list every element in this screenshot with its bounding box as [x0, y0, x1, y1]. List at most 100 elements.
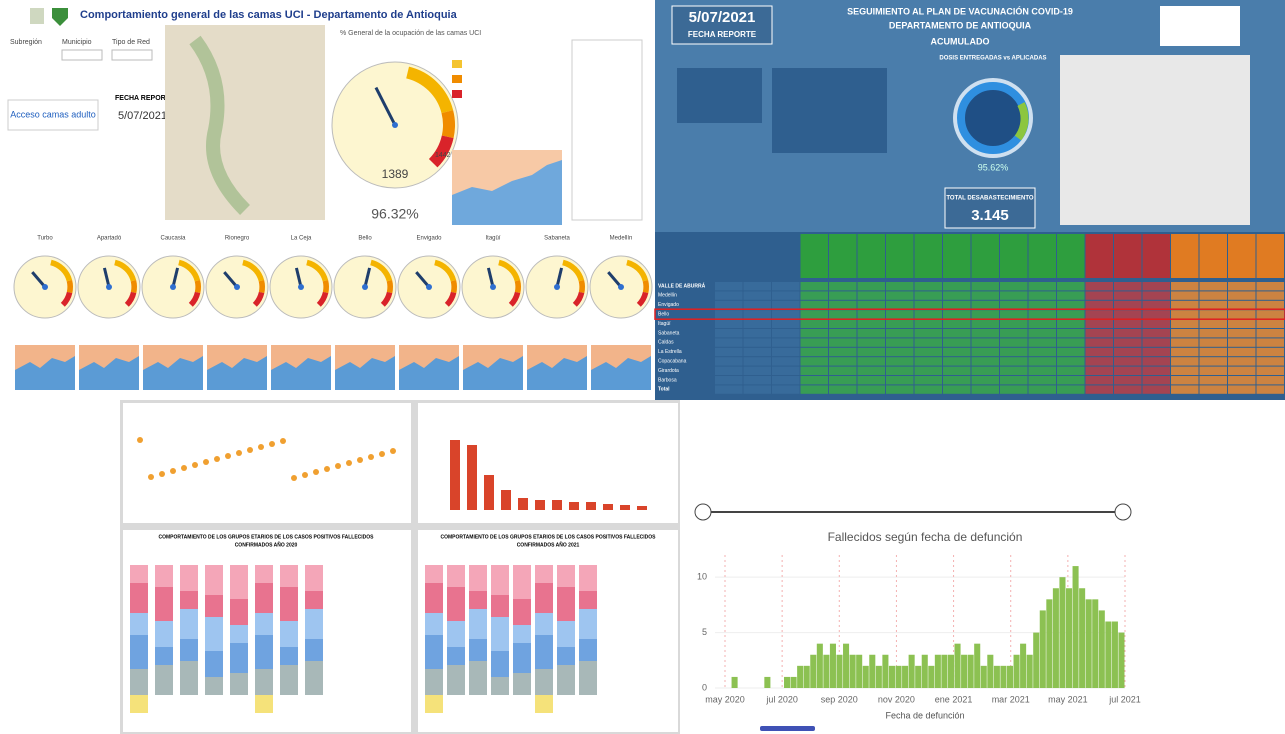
table-cell	[1028, 347, 1056, 357]
table-cell	[914, 319, 942, 328]
bar	[954, 643, 961, 688]
row-highlight	[654, 308, 1285, 320]
table-cell	[743, 300, 771, 310]
area-chart	[452, 160, 562, 225]
table-cell	[1199, 300, 1227, 310]
bar	[1072, 566, 1079, 688]
table-cell	[1000, 357, 1028, 366]
stack	[305, 661, 323, 695]
table-cell	[1171, 300, 1199, 310]
dot	[357, 457, 363, 463]
filter-label: Tipo de Red	[112, 39, 150, 46]
table-header	[743, 234, 771, 278]
table-cell	[800, 347, 828, 357]
dot	[280, 438, 286, 444]
chart-card	[418, 403, 678, 523]
table-cell	[743, 319, 771, 328]
table-cell	[914, 300, 942, 310]
table-cell	[1114, 291, 1142, 300]
table-cell	[971, 291, 999, 300]
gauge-max: 1442	[435, 152, 451, 159]
stack	[557, 565, 575, 587]
table-cell	[914, 282, 942, 291]
button[interactable]	[7, 99, 99, 131]
table-cell	[1228, 366, 1256, 375]
table-cell	[715, 310, 743, 319]
table-cell	[715, 291, 743, 300]
table-cell	[943, 357, 971, 366]
table-cell	[971, 385, 999, 394]
dot	[137, 437, 143, 443]
table-cell	[1114, 310, 1142, 319]
table-cell	[1000, 376, 1028, 385]
table-cell	[1085, 300, 1113, 310]
gauge-needle	[223, 271, 239, 288]
table-cell	[857, 338, 885, 347]
table-row-label: Copacabana	[658, 359, 687, 365]
table-cell	[857, 329, 885, 338]
stack	[513, 625, 531, 643]
gauge-band	[386, 280, 393, 294]
table-cell	[715, 366, 743, 375]
dot	[170, 468, 176, 474]
table-cell	[1142, 319, 1170, 328]
table-cell	[1199, 338, 1227, 347]
table-cell	[1228, 300, 1256, 310]
bar	[1065, 588, 1073, 688]
table-cell	[943, 319, 971, 328]
card-title: COMPORTAMIENTO DE LOS GRUPOS ETARIOS DE …	[158, 534, 374, 540]
scrollbar[interactable]	[760, 726, 815, 731]
gauge-band	[66, 280, 73, 294]
gauge-hub	[362, 284, 368, 290]
button-label: Acceso camas adulto	[10, 109, 96, 119]
table-row-label: Bello	[658, 312, 669, 318]
bar	[934, 654, 941, 688]
table-cell	[886, 319, 914, 328]
stack	[155, 647, 173, 665]
town-label: Medellín	[610, 236, 633, 242]
table-cell	[1171, 366, 1199, 375]
table-cell	[886, 376, 914, 385]
table-cell	[829, 291, 857, 300]
slider-handle[interactable]	[694, 503, 712, 521]
table-cell	[886, 347, 914, 357]
table-cell	[1171, 291, 1199, 300]
table-cell	[943, 366, 971, 375]
table-cell	[1171, 357, 1199, 366]
table-cell	[829, 366, 857, 375]
town-label: Apartadó	[97, 236, 122, 242]
table-header	[943, 234, 971, 278]
dropdown[interactable]	[111, 49, 153, 61]
dropdown[interactable]	[61, 49, 103, 61]
gauge-band	[434, 259, 457, 282]
vacc-date-label: FECHA REPORTE	[688, 30, 757, 39]
gauge-hub	[170, 284, 176, 290]
bar	[849, 654, 856, 688]
table-cell	[857, 357, 885, 366]
table-cell	[1085, 385, 1113, 394]
table-cell	[1000, 319, 1028, 328]
stack	[305, 609, 323, 639]
stack	[205, 595, 223, 617]
bar	[869, 654, 876, 688]
table-cell	[914, 347, 942, 357]
table-cell	[800, 319, 828, 328]
bar	[829, 643, 836, 688]
table-header	[829, 234, 857, 278]
gauge-hub	[392, 122, 398, 128]
table-cell	[914, 338, 942, 347]
mini-area	[335, 356, 395, 390]
gauge-band	[380, 291, 393, 307]
bar	[467, 445, 477, 510]
bar	[518, 498, 528, 510]
gauge-pct: 96.32%	[371, 206, 418, 222]
table-cell	[715, 357, 743, 366]
table-cell	[857, 310, 885, 319]
stack	[230, 565, 248, 599]
table-cell	[1057, 329, 1085, 338]
table-cell	[1228, 310, 1256, 319]
table-cell	[1057, 310, 1085, 319]
slider-handle[interactable]	[1114, 503, 1132, 521]
vacc-gauge-title: DOSIS ENTREGADAS vs APLICADAS	[939, 56, 1046, 62]
